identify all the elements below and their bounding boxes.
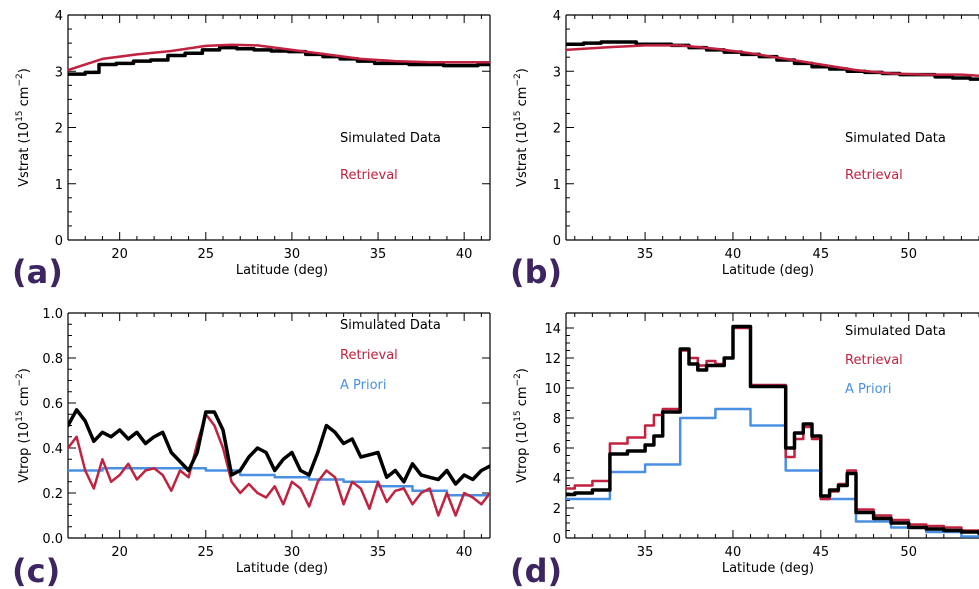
y-tick-label: 4 <box>55 9 63 24</box>
y-axis-label: Vstrat (1015 cm−2) <box>15 68 32 187</box>
series-group <box>566 40 979 81</box>
x-tick-label: 30 <box>284 545 301 560</box>
series-line-a-priori <box>566 407 979 538</box>
series-line-simulated-data <box>566 324 979 536</box>
y-tick-label: 0.4 <box>42 442 63 457</box>
y-tick-label: 14 <box>544 322 561 337</box>
legend-entry-simulated-data: Simulated Data <box>845 131 946 146</box>
x-axis-label: Latitude (deg) <box>236 263 328 278</box>
x-tick-label: 30 <box>284 247 301 262</box>
legend-entry-a-priori: A Priori <box>845 382 892 397</box>
series-group <box>68 408 490 517</box>
y-tick-label: 8 <box>553 412 561 427</box>
y-tick-label: 12 <box>544 352 561 367</box>
x-tick-label: 35 <box>370 247 387 262</box>
y-tick-label: 2 <box>553 122 561 137</box>
x-tick-label: 20 <box>111 247 128 262</box>
series-group <box>68 43 490 76</box>
legend-entry-simulated-data: Simulated Data <box>845 324 946 339</box>
panel-label: (b) <box>510 253 562 291</box>
y-tick-label: 0.0 <box>42 532 63 547</box>
legend-entry-simulated-data: Simulated Data <box>340 318 441 333</box>
y-axis-label: Vtrop (1015 cm−2) <box>513 368 530 483</box>
y-tick-label: 0 <box>55 234 63 249</box>
legend-entry-a-priori: A Priori <box>340 378 387 393</box>
y-tick-label: 0.8 <box>42 352 63 367</box>
y-tick-label: 0.6 <box>42 397 63 412</box>
x-tick-label: 35 <box>370 545 387 560</box>
legend-entry-simulated-data: Simulated Data <box>340 131 441 146</box>
x-tick-label: 50 <box>900 247 917 262</box>
y-tick-label: 1.0 <box>42 307 63 322</box>
y-tick-label: 2 <box>55 122 63 137</box>
x-tick-label: 25 <box>198 247 215 262</box>
legend-entry-retrieval: Retrieval <box>340 168 398 183</box>
panel-label: (d) <box>510 552 562 589</box>
y-tick-label: 0 <box>553 532 561 547</box>
series-line-retrieval <box>68 413 490 517</box>
x-tick-label: 40 <box>725 247 742 262</box>
y-tick-label: 10 <box>544 382 561 397</box>
series-line-simulated-data <box>68 408 490 486</box>
y-tick-label: 1 <box>553 178 561 193</box>
x-tick-label: 45 <box>813 247 830 262</box>
series-line-retrieval <box>566 326 979 534</box>
y-axis-label: Vtrop (1015 cm−2) <box>15 368 32 483</box>
panel-a: 0 1 2 3 4 20 25 30 35 40 Latitude (deg) Vstrat (101… <box>12 9 491 291</box>
y-tick-label: 0 <box>553 234 561 249</box>
series-line-retrieval <box>68 43 490 72</box>
x-tick-label: 50 <box>900 545 917 560</box>
y-tick-label: 3 <box>553 65 561 80</box>
panel-c: 0.0 0.2 0.4 0.6 0.8 1.0 20 25 30 35 40 Latitude (de… <box>12 307 491 589</box>
legend-entry-retrieval: Retrieval <box>845 168 903 183</box>
x-tick-label: 20 <box>111 545 128 560</box>
x-axis-label: Latitude (deg) <box>722 561 814 576</box>
x-tick-label: 40 <box>725 545 742 560</box>
y-tick-label: 1 <box>55 178 63 193</box>
y-tick-label: 2 <box>553 502 561 517</box>
y-tick-label: 4 <box>553 472 561 487</box>
y-tick-label: 3 <box>55 65 63 80</box>
legend-entry-retrieval: Retrieval <box>340 348 398 363</box>
panel-b: 0 1 2 3 4 35 40 45 50 Latitude (deg) Vstrat (1015 … <box>510 9 979 291</box>
series-line-retrieval <box>566 44 979 78</box>
x-tick-label: 45 <box>813 545 830 560</box>
panel-d: 0 2 4 6 8 10 12 14 35 40 45 50 Latitude (deg) Vtrop (… <box>510 312 979 589</box>
y-tick-label: 6 <box>553 442 561 457</box>
x-axis-label: Latitude (deg) <box>236 561 328 576</box>
panel-label: (c) <box>12 552 60 589</box>
y-axis-label: Vstrat (1015 cm−2) <box>513 68 530 187</box>
y-tick-label: 0.2 <box>42 487 63 502</box>
x-tick-label: 35 <box>637 247 654 262</box>
y-tick-label: 4 <box>553 9 561 24</box>
x-tick-label: 40 <box>456 545 473 560</box>
series-group <box>566 324 979 538</box>
legend-entry-retrieval: Retrieval <box>845 353 903 368</box>
x-tick-label: 35 <box>637 545 654 560</box>
x-axis-label: Latitude (deg) <box>722 263 814 278</box>
panel-label: (a) <box>12 253 63 291</box>
series-line-simulated-data <box>68 45 490 76</box>
x-tick-label: 25 <box>198 545 215 560</box>
x-tick-label: 40 <box>456 247 473 262</box>
